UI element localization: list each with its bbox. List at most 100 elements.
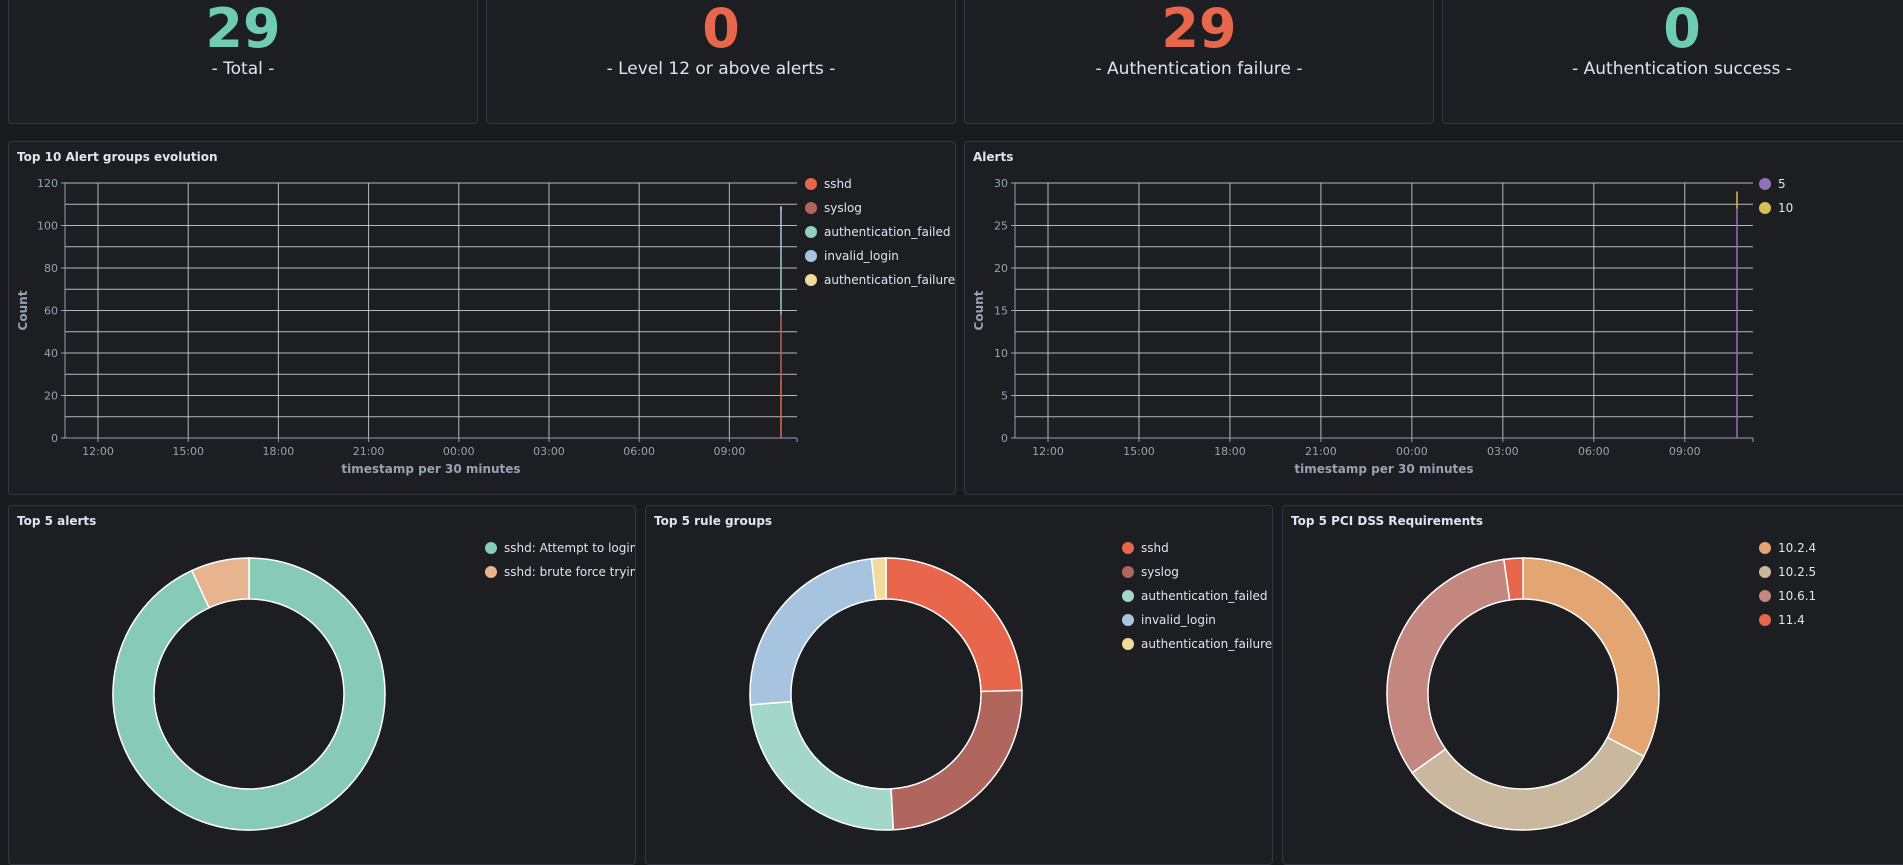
y-tick-label: 80 [44, 262, 58, 275]
x-axis-title: timestamp per 30 minutes [1294, 462, 1473, 476]
x-tick-label: 09:00 [1669, 445, 1701, 458]
x-tick-label: 18:00 [263, 445, 295, 458]
x-tick-label: 18:00 [1214, 445, 1246, 458]
legend-label: sshd [1141, 541, 1169, 555]
chart-legend: sshd syslog authentication_failed invalid_l… [805, 172, 955, 292]
slice-invalid-login [749, 557, 877, 706]
metric-auth-success-panel: 0 - Authentication success - [1442, 0, 1903, 124]
legend-swatch [1759, 202, 1771, 214]
chart-legend: 10.2.4 10.2.5 10.6.1 11.4 [1759, 536, 1903, 632]
legend-item-invalid-login[interactable]: invalid_login [1122, 608, 1272, 632]
panel-title: Top 5 rule groups [654, 514, 773, 528]
slice-authentication-failures [870, 557, 887, 601]
chart-legend: sshd syslog authentication_failed invalid_l… [1122, 536, 1272, 656]
legend-item-sshd-attempt-to-login[interactable]: sshd: Attempt to login [485, 536, 635, 560]
legend-item-sshd[interactable]: sshd [805, 172, 955, 196]
legend-swatch [805, 202, 817, 214]
legend-item-10-6-1[interactable]: 10.6.1 [1759, 584, 1903, 608]
alert-groups-chart: 12:00 15:00 18:00 21:00 00:00 03:00 06:00 09:00… [16, 177, 798, 476]
legend-label: sshd: Attempt to login [504, 541, 635, 555]
legend-swatch [805, 250, 817, 262]
legend-item-syslog[interactable]: syslog [805, 196, 955, 220]
legend-swatch [1759, 542, 1771, 554]
metric-level12-panel: 0 - Level 12 or above alerts - [486, 0, 956, 124]
top-alerts-donut [112, 557, 386, 831]
legend-item-10-2-4[interactable]: 10.2.4 [1759, 536, 1903, 560]
metric-label: - Level 12 or above alerts - [606, 59, 836, 79]
legend-item-sshd-brute-force-tryin[interactable]: sshd: brute force tryin [485, 560, 635, 584]
legend-swatch [1759, 614, 1771, 626]
y-tick-label: 20 [994, 262, 1008, 275]
panel-title: Top 5 alerts [17, 514, 97, 528]
panel-title: Alerts [973, 150, 1014, 164]
legend-item-authentication-failed[interactable]: authentication_failed [805, 220, 955, 244]
legend-label: authentication_failures [824, 273, 955, 287]
legend-item-authentication-failed[interactable]: authentication_failed [1122, 584, 1272, 608]
legend-swatch [805, 178, 817, 190]
legend-swatch [485, 566, 497, 578]
legend-swatch [805, 226, 817, 238]
alert-groups-evolution-panel: Top 10 Alert groups evolution 12:00 15:00… [8, 141, 956, 495]
y-tick-label: 120 [37, 177, 58, 190]
metric-label: - Authentication success - [1572, 59, 1792, 79]
x-tick-label: 03:00 [533, 445, 565, 458]
legend-item-10-2-5[interactable]: 10.2.5 [1759, 560, 1903, 584]
legend-item-authentication-failures[interactable]: authentication_failures [1122, 632, 1272, 656]
legend-swatch [805, 274, 817, 286]
legend-swatch [1122, 566, 1134, 578]
legend-item-10[interactable]: 10 [1759, 196, 1879, 220]
legend-item-invalid-login[interactable]: invalid_login [805, 244, 955, 268]
metric-label: - Authentication failure - [1095, 59, 1303, 79]
y-tick-label: 10 [994, 347, 1008, 360]
legend-label: syslog [824, 201, 862, 215]
x-axis-title: timestamp per 30 minutes [341, 462, 520, 476]
legend-label: 10.6.1 [1778, 589, 1817, 603]
y-tick-label: 0 [1001, 432, 1008, 445]
x-tick-label: 03:00 [1487, 445, 1519, 458]
x-tick-label: 00:00 [443, 445, 475, 458]
x-tick-label: 00:00 [1396, 445, 1428, 458]
legend-label: syslog [1141, 565, 1179, 579]
legend-item-11-4[interactable]: 11.4 [1759, 608, 1903, 632]
legend-label: invalid_login [824, 249, 899, 263]
y-tick-label: 30 [994, 177, 1008, 190]
legend-item-sshd[interactable]: sshd [1122, 536, 1272, 560]
metric-value: 0 [1663, 0, 1701, 60]
x-tick-label: 12:00 [82, 445, 114, 458]
legend-item-authentication-failures[interactable]: authentication_failures [805, 268, 955, 292]
chart-legend: sshd: Attempt to login sshd: brute force … [485, 536, 635, 584]
metric-total-panel: 29 - Total - [8, 0, 478, 124]
y-tick-label: 25 [994, 220, 1008, 233]
metric-value: 29 [1161, 0, 1237, 60]
rule-groups-donut [749, 557, 1023, 831]
slice-syslog [890, 689, 1023, 831]
metric-auth-failure-panel: 29 - Authentication failure - [964, 0, 1434, 124]
slice-10-6-1 [1386, 558, 1511, 774]
legend-item-syslog[interactable]: syslog [1122, 560, 1272, 584]
legend-swatch [1759, 566, 1771, 578]
y-tick-label: 20 [44, 390, 58, 403]
pci-dss-panel: Top 5 PCI DSS Requirements 10.2.4 10.2.5 1… [1282, 505, 1903, 865]
slice-sshd-brute-force-tryin [190, 557, 250, 609]
pci-dss-donut [1386, 557, 1660, 831]
legend-swatch [1122, 638, 1134, 650]
legend-item-5[interactable]: 5 [1759, 172, 1879, 196]
legend-label: 10 [1778, 201, 1794, 215]
slice-10-2-5 [1411, 736, 1645, 831]
legend-swatch [1759, 178, 1771, 190]
y-tick-label: 100 [37, 220, 58, 233]
y-tick-label: 15 [994, 305, 1008, 318]
x-tick-label: 12:00 [1032, 445, 1064, 458]
legend-label: 11.4 [1778, 613, 1805, 627]
y-tick-label: 0 [51, 432, 58, 445]
legend-swatch [485, 542, 497, 554]
legend-label: 10.2.5 [1778, 565, 1817, 579]
y-tick-label: 60 [44, 305, 58, 318]
panel-title: Top 10 Alert groups evolution [17, 150, 218, 164]
slice-sshd [885, 557, 1023, 693]
x-tick-label: 21:00 [353, 445, 385, 458]
x-tick-label: 06:00 [1578, 445, 1610, 458]
legend-label: authentication_failed [1141, 589, 1268, 603]
alerts-chart: 12:00 15:00 18:00 21:00 00:00 03:00 06:00 09:00… [972, 177, 1754, 476]
rule-groups-panel: Top 5 rule groups sshd syslog authenticati… [645, 505, 1273, 865]
